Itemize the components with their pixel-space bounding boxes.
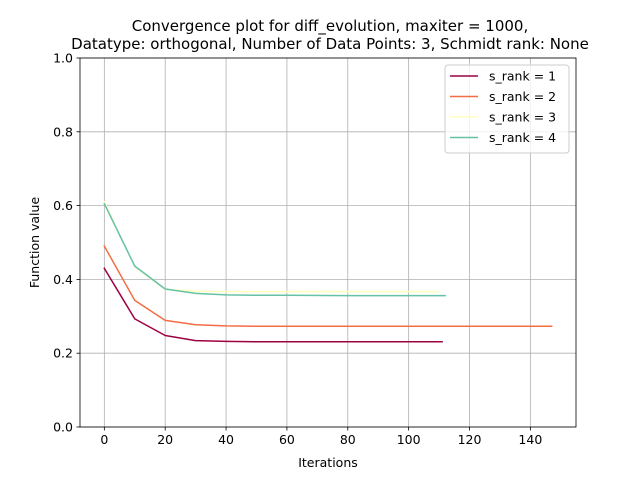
series-layer (103, 200, 553, 343)
y-tick-label: 0.2 (53, 346, 73, 361)
x-axis-label: Iterations (298, 455, 358, 470)
x-tick-label: 100 (397, 432, 421, 447)
x-tick-label: 0 (100, 432, 108, 447)
y-tick-label: 0.6 (53, 198, 73, 213)
legend-label-s-rank-4: s_rank = 4 (489, 130, 556, 145)
legend-label-s-rank-2: s_rank = 2 (489, 89, 556, 104)
plot-frame (79, 57, 577, 428)
y-tick-label: 0.0 (53, 420, 73, 435)
x-tick-label: 140 (518, 432, 542, 447)
y-tick-label: 0.4 (53, 272, 73, 287)
series-line-s-rank-1 (103, 267, 443, 343)
x-tick-label: 60 (279, 432, 295, 447)
tick-layer: 0 20 40 60 80 100 120 140 0.0 0.2 0.4 0.6 0.8 1.0 (53, 51, 542, 448)
series-line-s-rank-4 (103, 202, 446, 297)
series-line-s-rank-2 (103, 245, 553, 328)
chart-title-line-2: Datatype: orthogonal, Number of Data Poi… (71, 35, 589, 53)
x-tick-label: 20 (157, 432, 173, 447)
legend-label-s-rank-3: s_rank = 3 (489, 110, 556, 125)
x-tick-label: 40 (218, 432, 234, 447)
legend-frame (444, 64, 570, 154)
y-axis-label: Function value (27, 197, 42, 289)
legend: s_rank = 1 s_rank = 2 s_rank = 3 s_rank = 4 (444, 64, 570, 154)
y-tick-label: 0.8 (53, 124, 73, 139)
x-tick-label: 120 (458, 432, 482, 447)
legend-label-s-rank-1: s_rank = 1 (489, 69, 556, 84)
y-tick-label: 1.0 (53, 51, 73, 66)
chart-title-line-1: Convergence plot for diff_evolution, max… (132, 17, 529, 36)
x-tick-label: 80 (340, 432, 356, 447)
